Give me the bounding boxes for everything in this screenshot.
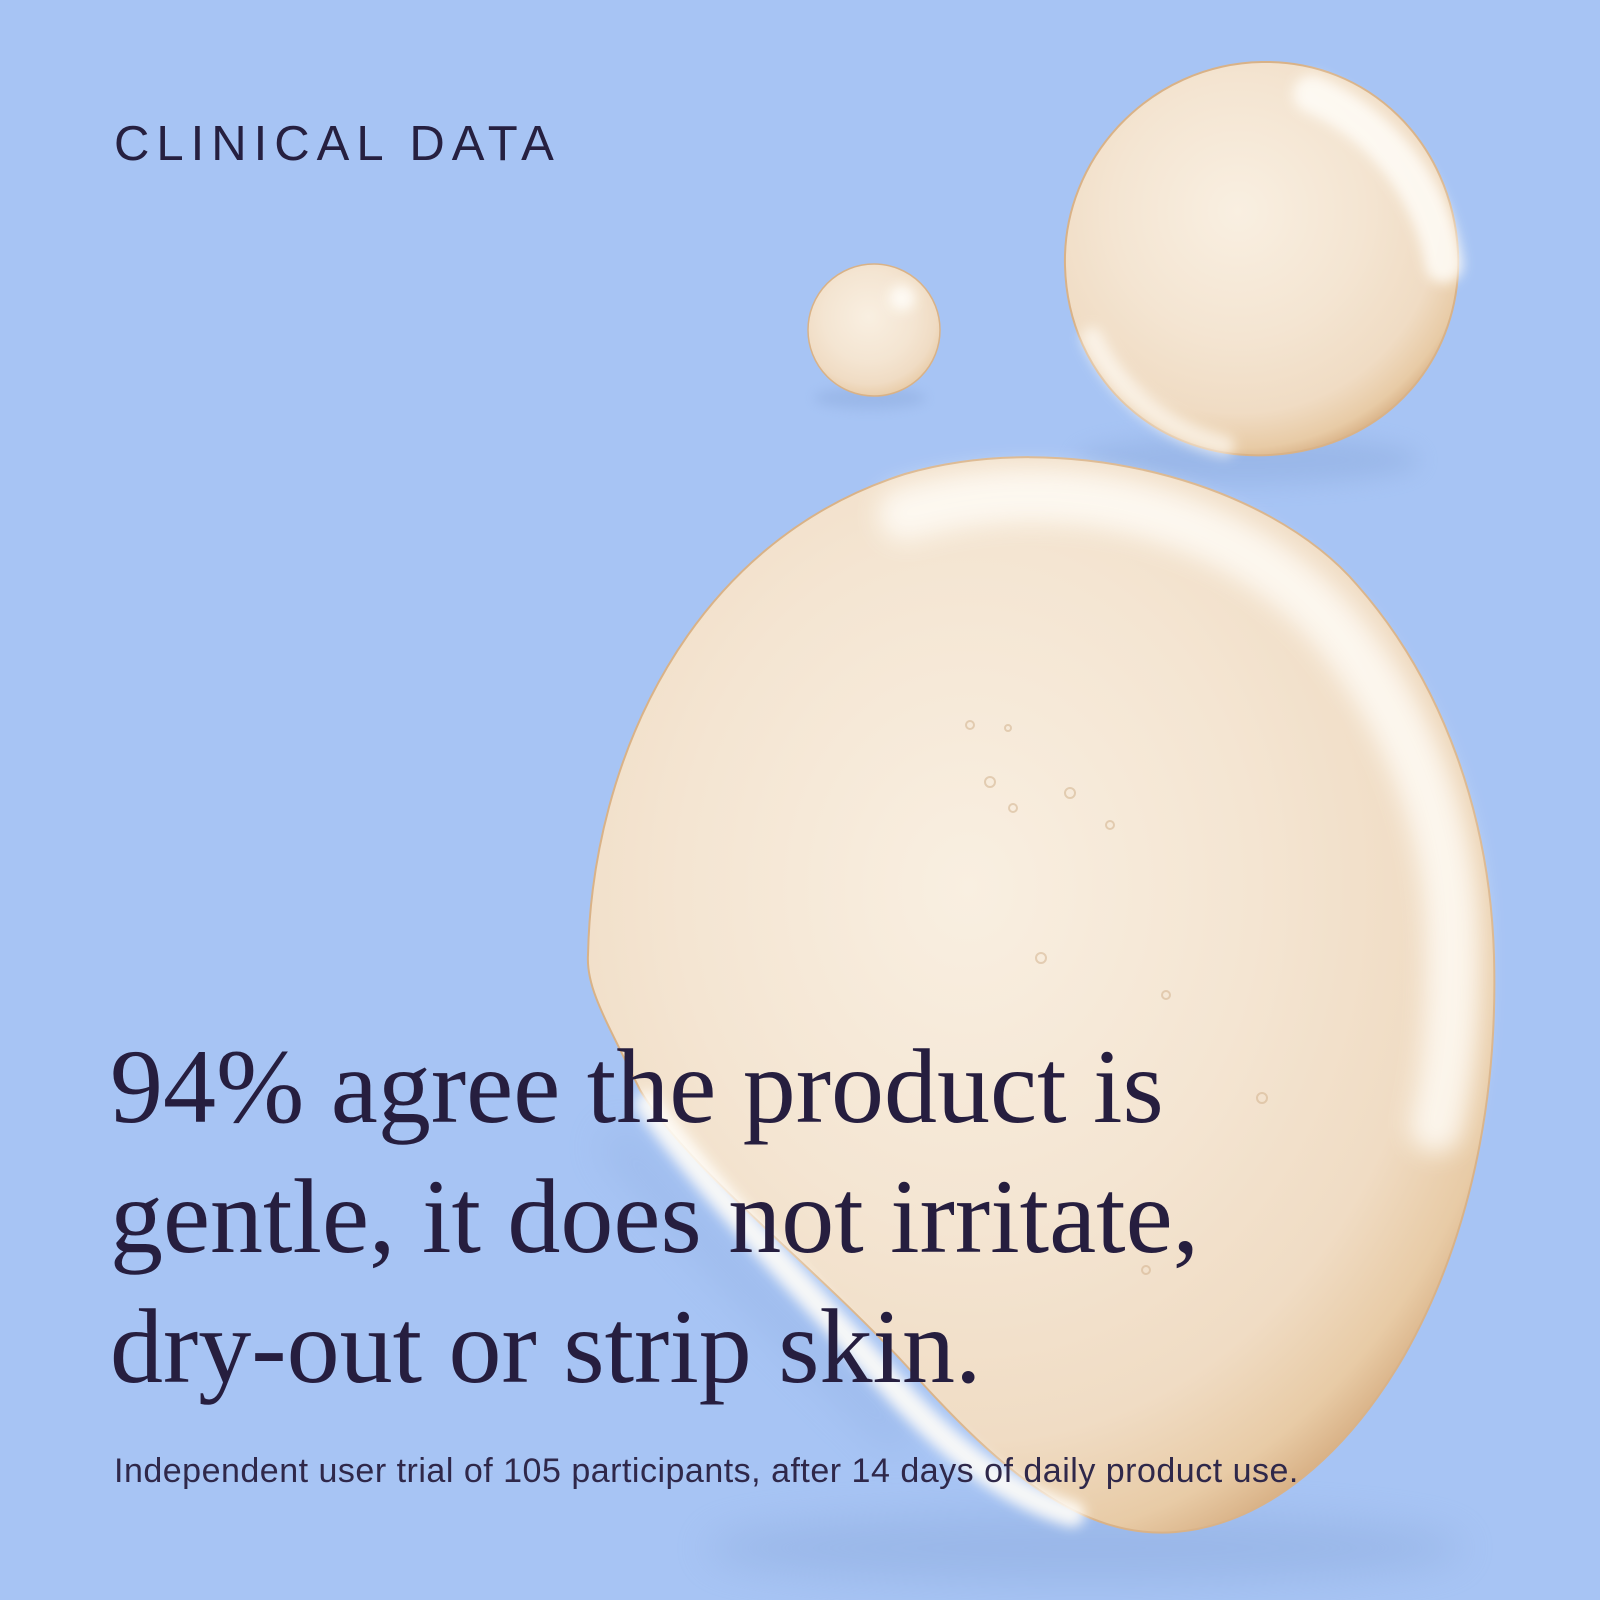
footnote: Independent user trial of 105 participan…	[114, 1452, 1299, 1490]
headline-line-2: gentle, it does not irritate,	[110, 1157, 1200, 1275]
large-swatch-tail-shadow	[599, 1124, 917, 1454]
small-droplet-highlight	[889, 285, 915, 311]
medium-droplet-shadow	[1076, 436, 1420, 484]
large-product-swatch	[586, 456, 1496, 1534]
small-droplet-shadow	[814, 387, 926, 409]
headline: 94% agree the product is gentle, it does…	[110, 1022, 1199, 1412]
large-swatch-shadow	[705, 1512, 1465, 1584]
headline-line-1: 94% agree the product is	[110, 1028, 1164, 1145]
small-product-droplet	[807, 263, 941, 397]
swatch-micro-bubbles	[965, 720, 1268, 1275]
medium-droplet-highlight	[1293, 75, 1463, 283]
large-swatch-highlight-top	[878, 468, 1481, 1153]
headline-line-3: dry-out or strip skin.	[110, 1287, 982, 1405]
medium-droplet-rimlight	[1081, 327, 1235, 457]
medium-product-droplet	[1063, 60, 1460, 457]
large-swatch-rimlight-bottom	[635, 1091, 1085, 1527]
eyebrow-label: CLINICAL DATA	[114, 117, 561, 171]
